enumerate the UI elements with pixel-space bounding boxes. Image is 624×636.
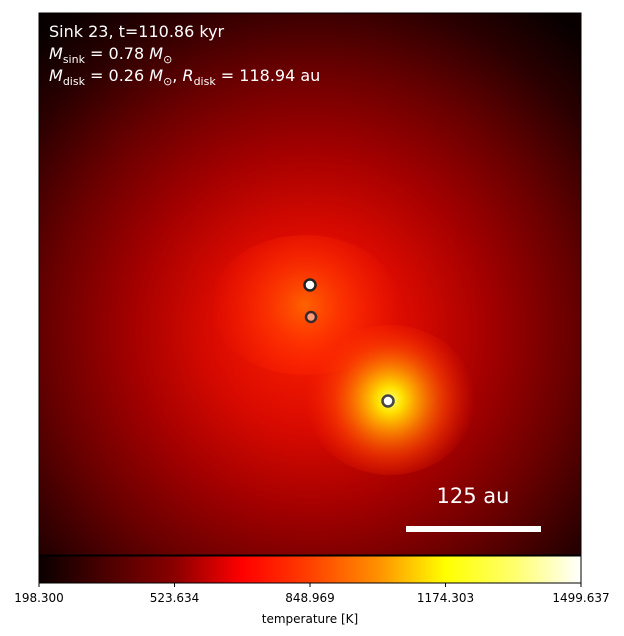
mdisk-value: = 0.26 xyxy=(85,66,149,85)
overlay-line-2: Msink = 0.78 M⊙ xyxy=(49,44,172,66)
msun-sub: ⊙ xyxy=(163,53,172,66)
colorbar-gradient xyxy=(39,556,581,583)
colorbar-tick-labels: 198.300 523.634 848.969 1174.303 1499.63… xyxy=(14,591,609,605)
rdisk-value: = 118.94 au xyxy=(216,66,321,85)
colorbar-ticks xyxy=(38,583,582,587)
overlay-annotation: Sink 23, t=110.86 kyr Msink = 0.78 M⊙ Md… xyxy=(49,22,320,88)
sink-marker xyxy=(304,310,318,324)
msink-sub: sink xyxy=(63,53,86,66)
colorbar: 198.300 523.634 848.969 1174.303 1499.63… xyxy=(14,555,610,626)
colorbar-tick-label: 198.300 xyxy=(14,591,64,605)
msun-symbol: M xyxy=(149,44,163,63)
colorbar-tick-label: 848.969 xyxy=(285,591,335,605)
rdisk-sub: disk xyxy=(194,75,217,88)
colorbar-tick-label: 1499.637 xyxy=(552,591,609,605)
scale-bar-line xyxy=(406,526,541,532)
mdisk-symbol: M xyxy=(49,66,63,85)
sink-marker xyxy=(381,394,395,408)
scale-bar-label: 125 au xyxy=(437,484,510,508)
temperature-map xyxy=(39,13,581,555)
msun-symbol: M xyxy=(149,66,163,85)
overlay-line-1: Sink 23, t=110.86 kyr xyxy=(49,22,225,41)
sink-marker xyxy=(303,278,317,292)
overlay-line-3: Mdisk = 0.26 M⊙, Rdisk = 118.94 au xyxy=(49,66,320,88)
rdisk-symbol: R xyxy=(182,66,193,85)
colorbar-tick-label: 1174.303 xyxy=(417,591,474,605)
colorbar-label: temperature [K] xyxy=(262,612,358,626)
msink-value: = 0.78 xyxy=(85,44,149,63)
mdisk-sub: disk xyxy=(63,75,86,88)
scale-bar: 125 au xyxy=(406,484,541,532)
separator: , xyxy=(172,66,182,85)
sink-markers xyxy=(303,278,395,408)
colorbar-tick-label: 523.634 xyxy=(150,591,200,605)
map-frame xyxy=(38,12,582,556)
msink-symbol: M xyxy=(49,44,63,63)
msun-sub: ⊙ xyxy=(163,75,172,88)
